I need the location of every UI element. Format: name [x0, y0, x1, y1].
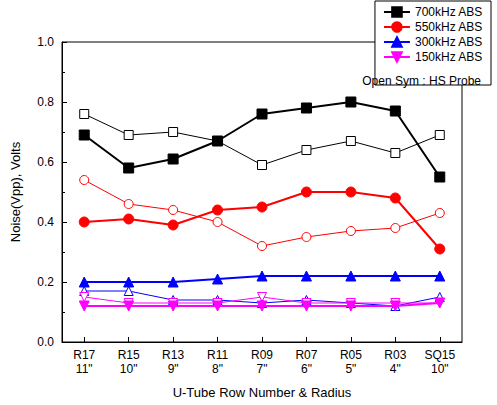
svg-text:Open Sym : HS Probe: Open Sym : HS Probe — [362, 74, 481, 88]
svg-text:R05: R05 — [340, 348, 362, 362]
svg-text:8": 8" — [212, 362, 223, 376]
svg-text:4": 4" — [390, 362, 401, 376]
svg-text:700kHz ABS: 700kHz ABS — [415, 5, 482, 19]
svg-text:150kHz ABS: 150kHz ABS — [415, 50, 482, 64]
svg-text:9": 9" — [168, 362, 179, 376]
svg-text:R09: R09 — [251, 348, 273, 362]
svg-text:5": 5" — [345, 362, 356, 376]
svg-text:0.2: 0.2 — [37, 275, 54, 289]
svg-text:R03: R03 — [384, 348, 406, 362]
svg-text:1.0: 1.0 — [37, 35, 54, 49]
svg-text:7": 7" — [257, 362, 268, 376]
svg-text:10": 10" — [120, 362, 138, 376]
svg-text:550kHz ABS: 550kHz ABS — [415, 20, 482, 34]
svg-text:R13: R13 — [162, 348, 184, 362]
svg-text:0.4: 0.4 — [37, 215, 54, 229]
svg-text:0.0: 0.0 — [37, 335, 54, 349]
svg-text:R11: R11 — [207, 348, 228, 362]
svg-text:U-Tube Row Number & Radius: U-Tube Row Number & Radius — [173, 385, 352, 400]
svg-text:6": 6" — [301, 362, 312, 376]
svg-text:0.6: 0.6 — [37, 155, 54, 169]
svg-text:R17: R17 — [73, 348, 95, 362]
svg-text:SQ15: SQ15 — [424, 348, 455, 362]
svg-text:10": 10" — [431, 362, 449, 376]
svg-text:0.8: 0.8 — [37, 95, 54, 109]
svg-text:300kHz ABS: 300kHz ABS — [415, 35, 482, 49]
svg-text:R15: R15 — [118, 348, 140, 362]
svg-text:11": 11" — [76, 362, 93, 376]
svg-text:R07: R07 — [295, 348, 317, 362]
svg-text:Noise(Vpp), Volts: Noise(Vpp), Volts — [8, 141, 23, 242]
